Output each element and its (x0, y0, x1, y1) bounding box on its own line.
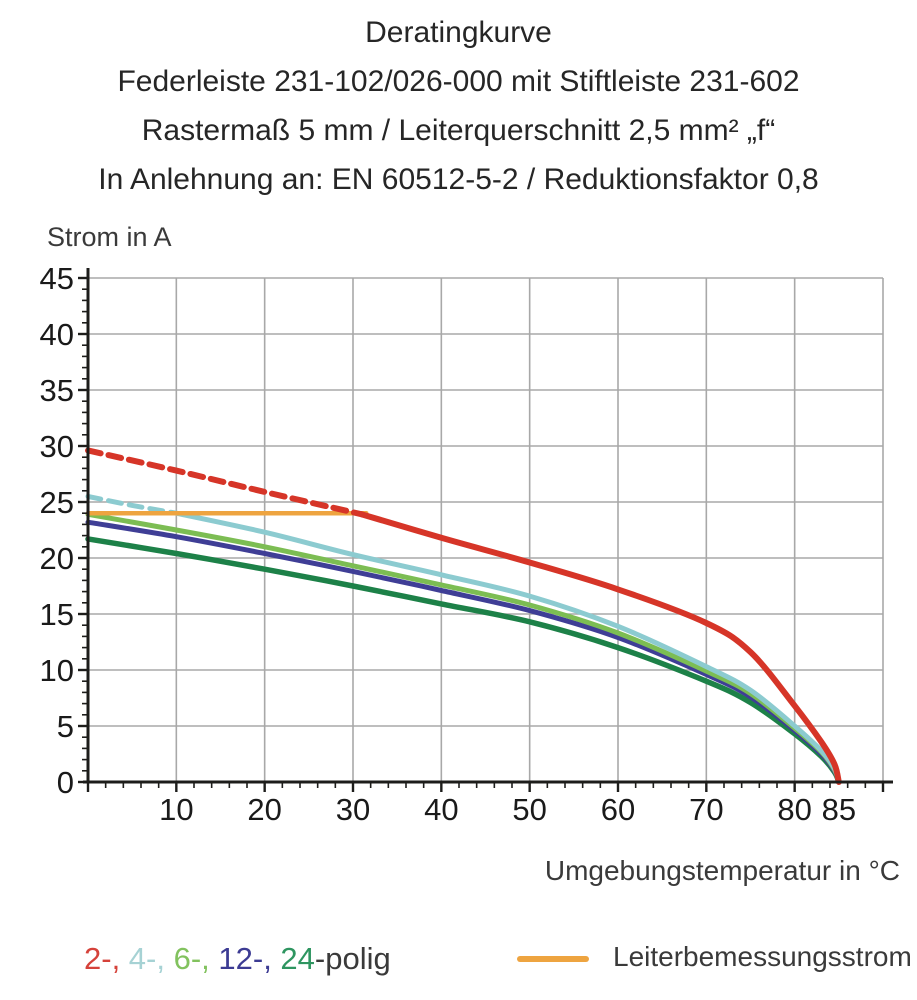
chart-title-line3: Rastermaß 5 mm / Leiterquerschnitt 2,5 m… (141, 114, 776, 147)
legend-polig-item: 4-, (128, 941, 174, 976)
legend-rated-current: Leiterbemessungsstrom (517, 941, 912, 973)
y-tick-label: 15 (40, 597, 74, 632)
curve-4-polig-solid (173, 510, 842, 785)
curve-4-polig-dashed (85, 493, 179, 516)
y-tick-label: 25 (40, 485, 74, 520)
curve-2-polig-dashed (85, 447, 365, 518)
y-tick-label: 45 (40, 261, 74, 296)
legend-polig-item: 12-, (218, 941, 281, 976)
y-tick-label: 0 (57, 765, 74, 800)
legend-polig-item: -polig (314, 941, 391, 976)
legend-polig: 2-, 4-, 6-, 12-, 24-polig (84, 941, 391, 977)
x-tick-label: 30 (336, 792, 370, 827)
curve-2-polig-solid (358, 511, 842, 785)
x-tick-label: 80 (777, 792, 811, 827)
y-axis-title: Strom in A (47, 222, 172, 252)
curve-12-polig-solid (85, 519, 842, 785)
legend-polig-item: 24 (280, 941, 315, 976)
chart-title-line4: In Anlehnung an: EN 60512-5-2 / Reduktio… (98, 163, 819, 196)
x-tick-label: 20 (247, 792, 281, 827)
x-axis-title: Umgebungstemperatur in °C (544, 855, 900, 886)
legend-polig-item: 2-, (84, 941, 129, 976)
rated-current-label: Leiterbemessungsstrom (613, 941, 912, 972)
chart-title-line1: Deratingkurve (365, 16, 552, 49)
y-tick-label: 20 (40, 541, 74, 576)
x-tick-label: 50 (512, 792, 546, 827)
rated-current-line-swatch (517, 956, 589, 962)
x-tick-label: 85 (822, 792, 856, 827)
curve-24-polig-solid (85, 536, 842, 785)
chart-title-line2: Federleiste 231-102/026-000 mit Stiftlei… (117, 65, 800, 98)
x-tick-label: 40 (424, 792, 458, 827)
x-tick-label: 60 (601, 792, 635, 827)
y-tick-label: 30 (40, 429, 74, 464)
y-tick-label: 40 (40, 317, 74, 352)
y-tick-label: 35 (40, 373, 74, 408)
legend-polig-item: 6-, (173, 941, 219, 976)
y-tick-label: 5 (57, 709, 74, 744)
chart-title-block: Deratingkurve Federleiste 231-102/026-00… (0, 8, 917, 204)
y-tick-label: 10 (40, 653, 74, 688)
curve-6-polig-solid (85, 511, 842, 785)
x-tick-label: 10 (159, 792, 193, 827)
x-tick-label: 70 (689, 792, 723, 827)
